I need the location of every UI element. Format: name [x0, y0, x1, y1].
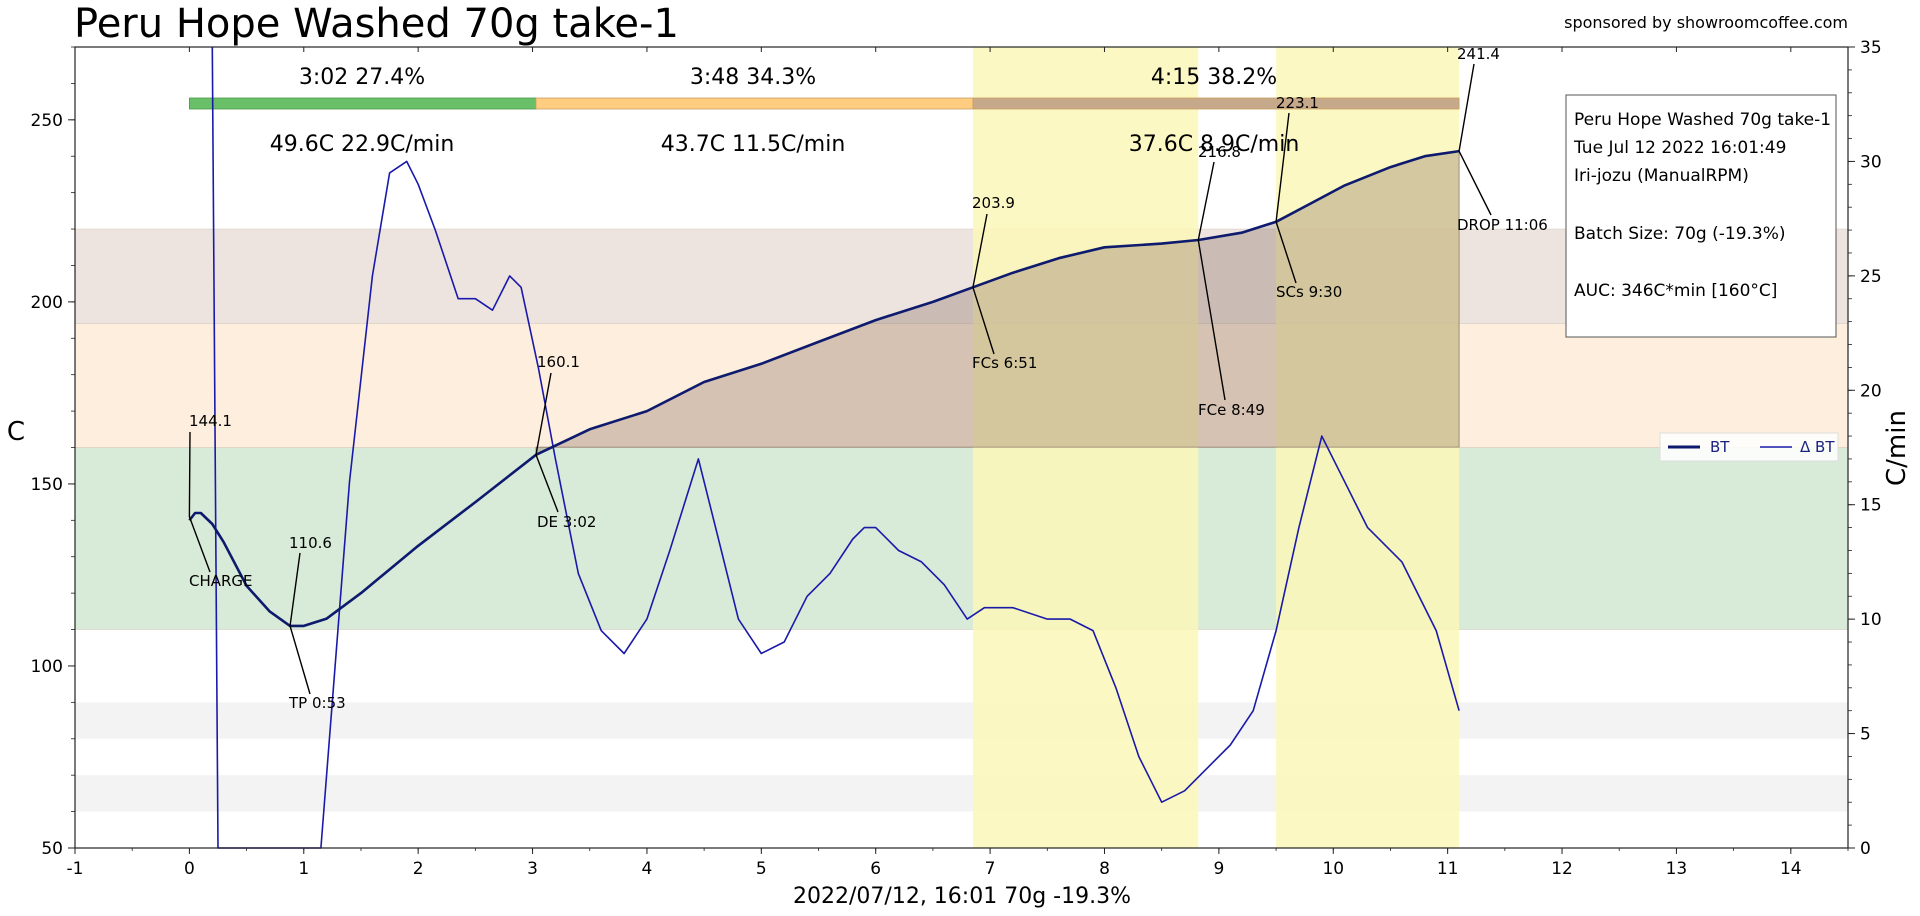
de-label: DE 3:02: [537, 513, 596, 531]
axes: -1 0 1 2 3 4 5 6 7 8 9 10 11 12 13 14501001502002500510…: [31, 38, 1882, 879]
info-line-auc: AUC: 346C*min [160°C]: [1574, 281, 1777, 301]
fcs-label: FCs 6:51: [972, 354, 1037, 372]
y2-tick-label: 0: [1860, 839, 1871, 859]
legend: BT Δ BT: [1659, 432, 1839, 462]
x-tick-label: 4: [642, 859, 653, 879]
de-value: 160.1: [537, 353, 580, 371]
band-gray-4: [75, 775, 1848, 812]
x-tick-label: 13: [1666, 859, 1688, 879]
phase-maillard-stats: 43.7C 11.5C/min: [661, 132, 846, 157]
x-tick-label: 2: [413, 859, 424, 879]
y2-tick-label: 20: [1860, 381, 1882, 401]
charge-value: 144.1: [189, 412, 232, 430]
y-tick-label: 250: [31, 111, 63, 131]
leader-charge: [188, 431, 211, 573]
x-axis-label: 2022/07/12, 16:01 70g -19.3%: [793, 884, 1131, 909]
event-annotations: 144.1 CHARGE 110.6 TP 0:53 160.1 DE 3:02…: [189, 45, 1548, 712]
y-axis-label-right: C/min: [1882, 410, 1912, 486]
phase-dry-stats: 49.6C 22.9C/min: [270, 132, 455, 157]
info-box: Peru Hope Washed 70g take-1 Tue Jul 12 2…: [1565, 94, 1837, 338]
x-tick-label: 5: [756, 859, 767, 879]
phase-dev-stats: 37.6C 8.9C/min: [1129, 132, 1300, 157]
y2-tick-label: 30: [1860, 152, 1882, 172]
leader-fcs: [972, 213, 995, 355]
y-axis-label-left: C: [7, 417, 25, 447]
legend-bt-label: BT: [1710, 438, 1730, 456]
leader-scs: [1275, 112, 1297, 284]
band-brown-2: [74, 228, 1849, 324]
series-bt-line: [188, 149, 1460, 628]
info-box-frame: [1565, 94, 1837, 338]
leader-tp: [289, 552, 311, 695]
charge-label: CHARGE: [189, 572, 253, 590]
temperature-bands: [74, 228, 1849, 812]
info-line-roaster: Iri-jozu (ManualRPM): [1574, 166, 1749, 186]
x-tick-label: -1: [67, 859, 84, 879]
phase-dev-time: 4:15 38.2%: [1151, 65, 1277, 90]
sponsor-text: sponsored by showroomcoffee.com: [1564, 13, 1848, 32]
band-green-0: [74, 447, 1849, 630]
info-line-batch: Batch Size: 70g (-19.3%): [1574, 224, 1786, 244]
phase-maillard-time: 3:48 34.3%: [690, 65, 816, 90]
x-tick-label: 6: [870, 859, 881, 879]
scs-value: 223.1: [1276, 94, 1319, 112]
legend-dbt-label: Δ BT: [1800, 438, 1835, 456]
y-tick-label: 200: [31, 293, 63, 313]
y2-tick-label: 25: [1860, 267, 1882, 287]
y-tick-label: 100: [31, 657, 63, 677]
y2-tick-label: 5: [1860, 725, 1871, 745]
drop-value: 241.4: [1457, 45, 1500, 63]
y-tick-label: 50: [41, 839, 63, 859]
x-tick-label: 8: [1099, 859, 1110, 879]
phase-bar-dry: [188, 97, 537, 110]
leader-drop: [1458, 63, 1492, 216]
fce-label: FCe 8:49: [1198, 401, 1265, 419]
drop-label: DROP 11:06: [1457, 216, 1548, 234]
x-tick-label: 12: [1551, 859, 1573, 879]
scs-label: SCs 9:30: [1276, 283, 1342, 301]
tp-value: 110.6: [289, 534, 332, 552]
leader-fce: [1197, 161, 1226, 401]
x-tick-label: 7: [985, 859, 996, 879]
phase-dry-time: 3:02 27.4%: [299, 65, 425, 90]
phase-bar: [188, 97, 1460, 110]
fce-value: 216.8: [1198, 143, 1241, 161]
y2-tick-label: 15: [1860, 496, 1882, 516]
tp-label: TP 0:53: [288, 694, 346, 712]
band-gray-3: [75, 702, 1848, 739]
info-line-title: Peru Hope Washed 70g take-1: [1574, 110, 1831, 130]
x-tick-label: 10: [1322, 859, 1344, 879]
chart-title: Peru Hope Washed 70g take-1: [74, 1, 679, 47]
series-dbt-line: [211, 46, 1460, 849]
y2-tick-label: 35: [1860, 38, 1882, 58]
info-line-date: Tue Jul 12 2022 16:01:49: [1573, 138, 1786, 158]
x-tick-label: 0: [184, 859, 195, 879]
x-tick-label: 3: [527, 859, 538, 879]
band-orange-1: [74, 323, 1849, 448]
x-tick-label: 1: [298, 859, 309, 879]
y-tick-label: 150: [31, 475, 63, 495]
fcs-value: 203.9: [972, 194, 1015, 212]
phase-bar-maillard: [535, 97, 974, 110]
x-tick-label: 9: [1213, 859, 1224, 879]
annotation-leaders: [188, 63, 1492, 695]
x-tick-label: 11: [1437, 859, 1459, 879]
phase-bar-development: [972, 97, 1460, 110]
x-tick-label: 14: [1780, 859, 1802, 879]
series-lines: [188, 46, 1460, 849]
leader-de: [535, 372, 559, 513]
y2-tick-label: 10: [1860, 610, 1882, 630]
